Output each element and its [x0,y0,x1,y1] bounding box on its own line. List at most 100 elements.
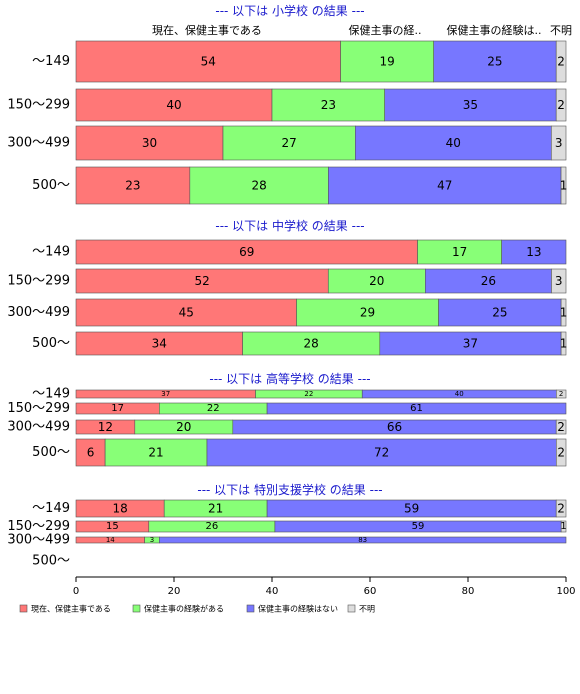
data-label: 83 [358,536,367,544]
data-label: 23 [125,179,140,193]
x-tick-label: 60 [364,586,377,597]
bar-segment [271,88,385,122]
data-label: 2 [557,55,565,69]
bar-segment [354,125,552,161]
legend-label: 保健主事の経験がある [144,604,224,614]
data-label: 19 [380,55,395,69]
bar-segment [75,268,329,294]
legend-label: 保健主事の経験はない [258,604,338,614]
data-label: 14 [106,536,115,544]
data-label: 13 [526,245,541,259]
bar-segment [501,239,567,265]
data-label: 2 [559,390,563,398]
data-label: 59 [404,502,419,516]
bar-segment [189,166,329,205]
bar-segment [425,268,552,294]
x-tick-label: 40 [266,586,279,597]
data-label: 22 [207,403,220,414]
category-label: 150～299 [7,401,70,416]
column-header-1: 保健主事の経.. [349,23,422,37]
data-label: 66 [387,420,402,434]
legend-label: 現在、保健主事である [31,604,111,614]
bar-segment [560,166,567,205]
category-label: 300～499 [7,420,70,435]
column-header-0: 現在、保健主事である [152,23,262,37]
legend: 現在、保健主事である 保健主事の経験がある 保健主事の経験はない 不明 [19,604,375,614]
data-label: 2 [557,446,565,460]
data-label: 27 [282,136,297,150]
data-label: 45 [179,306,194,320]
data-label: 40 [446,136,461,150]
data-label: 40 [455,390,464,398]
data-label: 37 [463,337,478,351]
panel: --- 以下は 小学校 の結果 --- ～149 54 19 25 2 150～299 40 2… [7,3,568,205]
data-label: 25 [492,306,507,320]
legend-swatch [347,604,356,613]
panel-title: --- 以下は 高等学校 の結果 --- [209,371,370,386]
bar-segment [550,125,567,161]
data-label: 1 [560,179,568,193]
x-tick-label: 80 [462,586,475,597]
bar-segment [555,389,567,399]
bar-segment [75,298,297,327]
legend-swatch [19,604,28,613]
data-label: 1 [560,337,568,351]
data-label: 12 [98,420,113,434]
data-label: 22 [304,390,313,398]
data-label: 15 [106,521,119,532]
data-label: 23 [321,98,336,112]
bar-segment [555,88,567,122]
data-label: 59 [412,521,425,532]
data-label: 30 [142,136,157,150]
category-label: 500～ [32,336,70,351]
x-tick-label: 100 [556,586,575,597]
panel: --- 以下は 特別支援学校 の結果 --- ～149 18 21 59 2 150～299… [7,482,566,569]
data-label: 6 [87,446,95,460]
data-label: 21 [208,502,223,516]
data-label: 69 [239,245,254,259]
data-label: 37 [161,390,170,398]
bar-segment [560,298,567,327]
data-label: 2 [557,98,565,112]
x-tick-label: 0 [73,586,79,597]
bar-segment [417,239,502,265]
column-headers: 現在、保健主事である 保健主事の経.. 保健主事の経験は.. 不明 [152,23,572,37]
category-label: 500～ [32,445,70,460]
data-label: 34 [152,337,167,351]
legend-swatch [246,604,255,613]
legend-swatch [132,604,141,613]
bar-segment [75,125,224,161]
data-label: 72 [374,446,389,460]
bar-segment [555,499,567,518]
bar-segment [75,40,341,83]
bar-segment [433,40,557,83]
data-label: 28 [304,337,319,351]
category-label: 500～ [32,178,70,193]
bar-segment [75,438,106,467]
category-label: 150～299 [7,274,70,289]
data-label: 52 [194,274,209,288]
data-label: 3 [150,536,154,544]
bar-segment [75,88,273,122]
data-label: 17 [111,403,124,414]
bar-segment [75,166,191,205]
data-label: 20 [369,274,384,288]
column-header-2: 保健主事の経験は.. [447,23,542,37]
panel-title: --- 以下は 特別支援学校 の結果 --- [197,482,382,497]
category-label: 150～299 [7,519,70,534]
data-label: 54 [201,55,216,69]
legend-label: 不明 [359,605,375,614]
data-label: 1 [560,306,568,320]
data-label: 29 [360,306,375,320]
bar-segment [296,298,439,327]
data-label: 26 [205,521,218,532]
x-axis: 0 20 40 60 80 100 [73,576,576,597]
category-label: ～149 [32,54,70,69]
category-label: ～149 [32,245,70,260]
category-label: ～149 [32,501,70,516]
bar-segment [560,520,567,533]
data-label: 2 [557,502,565,516]
bar-segment [438,298,562,327]
